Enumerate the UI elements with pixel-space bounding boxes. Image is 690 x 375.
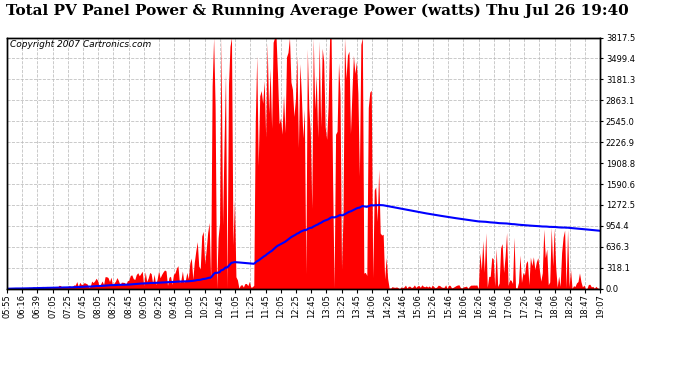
Text: Copyright 2007 Cartronics.com: Copyright 2007 Cartronics.com [10,40,151,49]
Text: Total PV Panel Power & Running Average Power (watts) Thu Jul 26 19:40: Total PV Panel Power & Running Average P… [6,4,629,18]
